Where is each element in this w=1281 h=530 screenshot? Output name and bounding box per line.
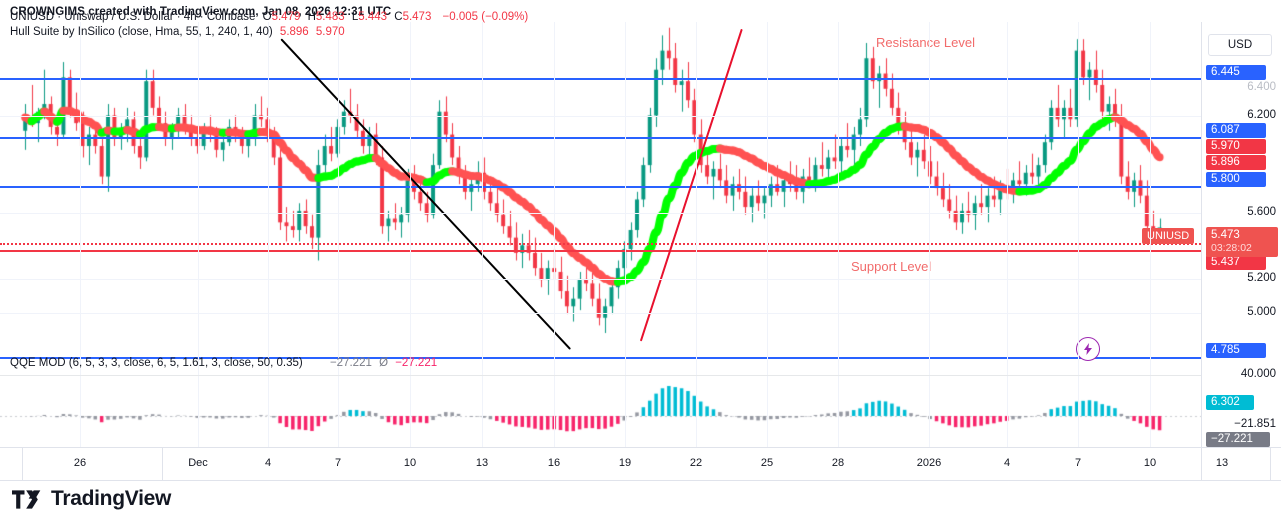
alert-bolt-icon[interactable]: [1076, 337, 1100, 361]
grid-line-vertical: [838, 22, 839, 375]
grid-line-vertical: [338, 376, 339, 448]
grid-line-vertical: [696, 376, 697, 448]
qqe-value-badge[interactable]: 6.302: [1206, 395, 1254, 410]
time-axis-label: 7: [334, 457, 342, 469]
price-level-4785[interactable]: 4.785: [1206, 343, 1266, 358]
support-line-5473[interactable]: [0, 243, 1201, 245]
time-axis-label: 10: [1143, 457, 1157, 469]
axis-tick-6400: 6.400: [1247, 81, 1276, 93]
grid-line-vertical: [338, 22, 339, 375]
grid-line-vertical: [1150, 22, 1151, 375]
time-axis-label: 7: [1074, 457, 1082, 469]
tradingview-wordmark: TradingView: [51, 487, 172, 510]
grid-line-vertical: [767, 22, 768, 375]
time-axis-label: 25: [760, 457, 774, 469]
grid-line-vertical: [1150, 376, 1151, 448]
support-line-5437[interactable]: [0, 250, 1201, 252]
grid-line-vertical: [838, 376, 839, 448]
time-axis-label: 4: [1003, 457, 1011, 469]
qqe-axis-low: −21.851: [1234, 418, 1276, 430]
time-axis-separator: [22, 448, 23, 480]
grid-line-vertical: [625, 376, 626, 448]
time-axis-label: 22: [689, 457, 703, 469]
qqe-title: QQE MOD (6, 5, 3, 3, close, 6, 5, 1.61, …: [10, 357, 303, 369]
time-axis-label: 19: [618, 457, 632, 469]
time-axis-label: 16: [547, 457, 561, 469]
grid-line-vertical: [268, 376, 269, 448]
time-axis-label: 2026: [916, 457, 942, 469]
price-level-5437[interactable]: 5.437: [1206, 255, 1266, 270]
time-axis-separator: [1270, 448, 1271, 480]
currency-unit-badge: USD: [1208, 34, 1272, 56]
time-axis[interactable]: 26 Dec 4 7 10 13 16 19 22 25 28 2026 4 7 10 13: [0, 447, 1281, 481]
time-axis-label: 13: [475, 457, 489, 469]
grid-line-horizontal: [0, 116, 1201, 117]
grid-line-vertical: [410, 376, 411, 448]
resistance-line-6087[interactable]: [0, 137, 1201, 139]
qqe-average-icon: Ø: [379, 357, 389, 369]
time-axis-label: 26: [73, 457, 87, 469]
resistance-line-5800[interactable]: [0, 186, 1201, 188]
time-axis-separator: [1201, 448, 1202, 480]
chart-frame: Resistance Level Support Level UNIUSD USD…: [0, 22, 1281, 448]
grid-line-horizontal: [0, 213, 1201, 214]
qqe-average-value: −27.221: [395, 357, 438, 369]
time-axis-label: Dec: [188, 457, 208, 469]
time-axis-label: 4: [264, 457, 272, 469]
grid-line-vertical: [625, 22, 626, 375]
support-line-4785[interactable]: [0, 357, 1201, 359]
price-pane[interactable]: Resistance Level Support Level UNIUSD: [0, 22, 1201, 375]
support-level-label[interactable]: Support Level: [851, 259, 932, 274]
time-axis-label: 13: [1215, 457, 1229, 469]
price-axis[interactable]: USD 6.200 5.600 5.200 5.000 6.445 6.087 5.970 5…: [1201, 22, 1281, 447]
time-axis-label: 10: [403, 457, 417, 469]
grid-line-vertical: [1078, 376, 1079, 448]
grid-line-horizontal: [0, 279, 1201, 280]
time-axis-separator: [162, 448, 163, 480]
axis-tick-5000: 5.000: [1247, 306, 1276, 318]
grid-line-vertical: [554, 376, 555, 448]
qqe-legend[interactable]: QQE MOD (6, 5, 3, 3, close, 6, 5, 1.61, …: [10, 357, 437, 369]
series-price-tag: UNIUSD: [1142, 228, 1195, 244]
price-level-5800[interactable]: 5.800: [1206, 172, 1266, 187]
grid-line-vertical: [929, 376, 930, 448]
grid-line-vertical: [482, 376, 483, 448]
resistance-line-6445[interactable]: [0, 78, 1201, 80]
grid-line-vertical: [198, 376, 199, 448]
grid-line-vertical: [1007, 376, 1008, 448]
time-axis-label: 28: [831, 457, 845, 469]
grid-line-vertical: [80, 22, 81, 375]
created-with-watermark: CROWNGIMS created with TradingView.com, …: [10, 6, 392, 18]
current-price-value: 5.473: [1211, 229, 1240, 241]
grid-line-vertical: [1007, 22, 1008, 375]
price-level-5896[interactable]: 5.896: [1206, 155, 1266, 170]
grid-line-vertical: [696, 22, 697, 375]
qqe-axis-top: 40.000: [1240, 368, 1276, 380]
grid-line-vertical: [1078, 22, 1079, 375]
grid-line-vertical: [929, 22, 930, 375]
axis-tick-5200: 5.200: [1247, 272, 1276, 284]
grid-line-vertical: [482, 22, 483, 375]
grid-line-vertical: [268, 22, 269, 375]
grid-line-vertical: [410, 22, 411, 375]
axis-tick-5600: 5.600: [1247, 206, 1276, 218]
grid-line-vertical: [554, 22, 555, 375]
resistance-level-label[interactable]: Resistance Level: [876, 35, 975, 50]
grid-line-vertical: [198, 22, 199, 375]
bar-countdown: 03:28:02: [1211, 242, 1252, 254]
current-price-badge[interactable]: 5.473 03:28:02: [1206, 227, 1278, 257]
grid-line-horizontal: [0, 313, 1201, 314]
qqe-average-badge[interactable]: −27.221: [1206, 432, 1270, 447]
tradingview-logo: TradingView: [12, 487, 171, 511]
price-level-5970[interactable]: 5.970: [1206, 139, 1266, 154]
grid-line-vertical: [80, 376, 81, 448]
grid-line-vertical: [767, 376, 768, 448]
price-level-6087[interactable]: 6.087: [1206, 123, 1266, 138]
qqe-value: −27.221: [329, 357, 372, 369]
tradingview-mark-icon: [12, 489, 42, 509]
qqe-mod-pane[interactable]: [0, 375, 1201, 448]
price-level-6445[interactable]: 6.445: [1206, 65, 1266, 80]
axis-tick-6200: 6.200: [1247, 109, 1276, 121]
